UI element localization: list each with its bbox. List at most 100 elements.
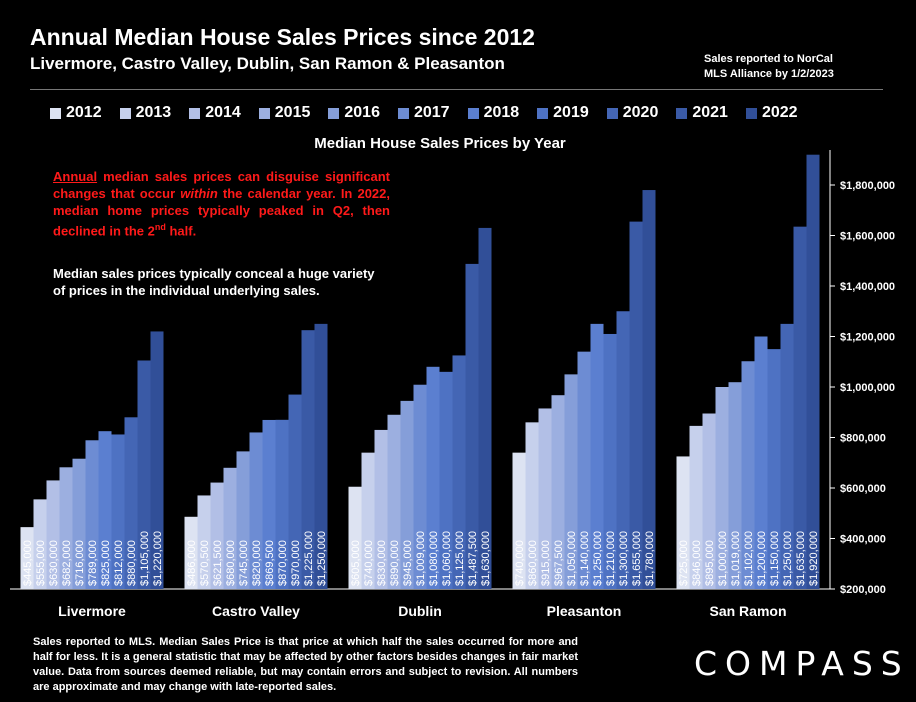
bar-livermore-2018: [98, 431, 112, 589]
bar-dublin-2014: [374, 429, 388, 589]
bar-livermore-2013: [33, 499, 47, 589]
data-label: $880,000: [126, 540, 138, 586]
data-label: $820,000: [251, 540, 263, 586]
data-label: $1,920,000: [808, 531, 820, 586]
legend-item-2013: 2013: [119, 103, 172, 123]
bar-castro-valley-2015: [223, 467, 237, 589]
y-tick-label: $1,600,000: [840, 231, 895, 243]
bar-livermore-2019: [111, 434, 125, 589]
legend-swatch: [328, 107, 340, 119]
bar-pleasanton-2014: [538, 408, 552, 589]
legend-label: 2015: [274, 104, 311, 121]
data-label: $605,000: [350, 540, 362, 586]
bar-san-ramon-2014: [702, 413, 716, 589]
bar-castro-valley-2019: [275, 419, 289, 589]
y-tick-label: $1,400,000: [840, 281, 895, 293]
bar-pleasanton-2016: [564, 374, 578, 589]
bar-livermore-2012: [20, 527, 34, 589]
bar-castro-valley-2016: [236, 451, 250, 589]
y-tick-label: $800,000: [840, 433, 886, 445]
y-tick-label: $1,000,000: [840, 382, 895, 394]
legend-swatch: [119, 107, 131, 119]
data-label: $1,140,000: [579, 531, 591, 586]
legend-label: 2013: [135, 104, 172, 121]
data-label: $945,000: [402, 540, 414, 586]
annotation-red-part-c: half.: [165, 223, 197, 239]
data-label: $1,635,000: [795, 531, 807, 586]
data-label: $682,000: [61, 540, 73, 586]
bar-pleasanton-2018: [590, 323, 604, 589]
bar-dublin-2022: [478, 227, 492, 590]
bar-castro-valley-2021: [301, 330, 315, 589]
bar-pleasanton-2017: [577, 351, 591, 589]
bar-livermore-2020: [124, 417, 138, 589]
bar-san-ramon-2018: [754, 336, 768, 589]
data-label: $825,000: [100, 540, 112, 586]
legend-item-2018: 2018: [467, 103, 519, 123]
data-label: $1,000,000: [717, 531, 729, 586]
bar-pleasanton-2021: [629, 221, 643, 590]
bar-san-ramon-2013: [689, 425, 703, 589]
annotation-red-part-a: median sales prices can disguise signifi…: [53, 169, 390, 201]
legend-label: 2016: [344, 104, 380, 121]
y-tick-label: $400,000: [840, 534, 886, 546]
data-label: $1,250,000: [782, 531, 794, 586]
data-label: $1,250,000: [316, 531, 328, 586]
data-label: $830,000: [376, 540, 388, 586]
annotation-red: Annual median sales prices can disguise …: [53, 168, 390, 239]
bar-pleasanton-2019: [603, 333, 617, 589]
legend-item-2012: 2012: [50, 103, 102, 123]
annotation-red-underlined: Annual: [53, 169, 98, 184]
bar-dublin-2021: [465, 263, 479, 589]
header-divider: [30, 89, 883, 90]
bar-dublin-2013: [361, 452, 375, 589]
bar-castro-valley-2013: [197, 495, 211, 589]
bar-san-ramon-2020: [780, 323, 794, 589]
legend-swatch: [189, 107, 201, 119]
legend-swatch: [467, 107, 479, 119]
page-title: Annual Median House Sales Prices since 2…: [30, 24, 535, 50]
bar-livermore-2014: [46, 480, 60, 589]
legend-label: 2014: [205, 104, 241, 121]
data-label: $1,019,000: [730, 531, 742, 586]
annotation-white: Median sales prices typically conceal a …: [53, 266, 375, 298]
bar-dublin-2018: [426, 366, 440, 589]
data-label: $870,000: [277, 540, 289, 586]
bar-livermore-2021: [137, 360, 151, 589]
bar-san-ramon-2016: [728, 382, 742, 589]
bar-san-ramon-2015: [715, 387, 729, 589]
data-label: $745,000: [238, 540, 250, 586]
bar-dublin-2012: [348, 486, 362, 589]
data-label: $716,000: [74, 540, 86, 586]
bar-livermore-2016: [72, 458, 86, 589]
bar-castro-valley-2018: [262, 419, 276, 589]
legend-item-2021: 2021: [676, 103, 728, 123]
annotation-red-italic: within: [180, 186, 218, 201]
data-label: $860,000: [527, 540, 539, 586]
data-label: $725,000: [678, 540, 690, 586]
data-label: $1,009,000: [415, 531, 427, 586]
data-label: $1,250,000: [592, 531, 604, 586]
data-label: $486,000: [186, 540, 198, 586]
bar-san-ramon-2012: [676, 456, 690, 589]
bar-pleasanton-2012: [512, 452, 526, 589]
data-label: $895,000: [704, 540, 716, 586]
category-label: Livermore: [58, 603, 126, 619]
bar-san-ramon-2021: [793, 226, 807, 589]
footer-disclaimer: Sales reported to MLS. Median Sales Pric…: [33, 636, 578, 693]
bar-dublin-2015: [387, 414, 401, 589]
data-label: $915,000: [540, 540, 552, 586]
data-label: $1,080,000: [428, 531, 440, 586]
bar-dublin-2017: [413, 384, 427, 589]
legend-label: 2017: [413, 104, 450, 121]
bar-castro-valley-2020: [288, 394, 302, 589]
bar-san-ramon-2017: [741, 361, 755, 589]
legend-label: 2021: [692, 104, 728, 121]
data-label: $789,000: [87, 540, 99, 586]
source-line-1: Sales reported to NorCal: [704, 53, 833, 65]
legend-swatch: [676, 107, 688, 119]
data-label: $445,000: [22, 540, 34, 586]
bar-pleasanton-2015: [551, 395, 565, 589]
bar-pleasanton-2022: [642, 190, 656, 590]
